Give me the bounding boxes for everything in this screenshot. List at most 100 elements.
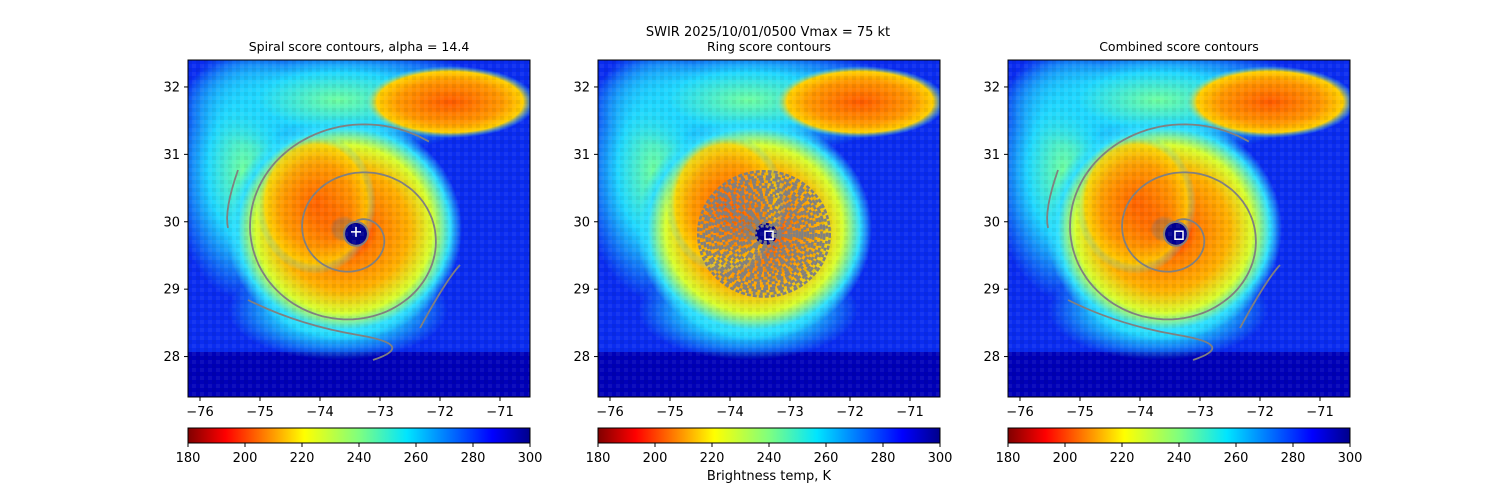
ring-contour (705, 177, 823, 290)
colorbar-tick-label: 240 (347, 451, 372, 466)
colorbar-tick-label: 180 (996, 451, 1021, 466)
colorbar-tick-label: 280 (1281, 451, 1306, 466)
colorbar-tick-label: 180 (176, 451, 201, 466)
x-tick-label: −73 (366, 405, 393, 420)
x-tick-label: −73 (1186, 405, 1213, 420)
x-tick-label: −71 (896, 405, 923, 420)
ring-contour (702, 175, 826, 293)
outer-contour (226, 169, 239, 229)
suptitle: SWIR 2025/10/01/0500 Vmax = 75 kt (646, 25, 890, 40)
y-tick-label: 30 (983, 215, 1000, 230)
x-tick-label: −72 (426, 405, 453, 420)
colorbar-tick-label: 300 (1338, 451, 1363, 466)
texture-overlay (1008, 60, 1350, 397)
x-tick-label: −76 (186, 405, 213, 420)
colorbar-tick-label: 240 (757, 451, 782, 466)
colorbar-tick-label: 200 (643, 451, 668, 466)
ring-contour (716, 188, 812, 280)
ring-contour (751, 221, 777, 246)
colorbar-tick-label: 180 (586, 451, 611, 466)
x-tick-label: −74 (716, 405, 743, 420)
colorbar-tick-label: 220 (1110, 451, 1135, 466)
y-tick-label: 32 (163, 80, 180, 95)
texture-overlay (598, 60, 940, 397)
ring-contour (726, 198, 801, 270)
outer-contour (1239, 264, 1281, 329)
x-tick-label: −71 (1306, 405, 1333, 420)
panel-2: Ring score contours −76 −75 −74 −73 −72 −71 28 2… (573, 39, 952, 484)
colorbar-tick-label: 220 (700, 451, 725, 466)
x-tick-label: −74 (306, 405, 333, 420)
panel-1: Spiral score contours, alpha = 14.4 −76 −7… (163, 39, 542, 466)
ring-contour (721, 193, 807, 275)
score-contours (1046, 123, 1281, 361)
y-tick-label: 32 (983, 80, 1000, 95)
ring-contour (735, 206, 793, 262)
ring-contour (737, 208, 791, 259)
colorbar-tick-label: 260 (404, 451, 429, 466)
x-tick-label: −76 (596, 405, 623, 420)
y-tick-label: 29 (573, 283, 590, 298)
colorbar-tick-label: 200 (233, 451, 258, 466)
y-tick-label: 30 (163, 215, 180, 230)
ring-contour (732, 203, 796, 264)
x-tick-label: −72 (836, 405, 863, 420)
colorbar-tick-label: 260 (1224, 451, 1249, 466)
x-tick-label: −75 (1066, 405, 1093, 420)
colorbar-tick-label: 260 (814, 451, 839, 466)
x-tick-label: −75 (246, 405, 273, 420)
colorbar-tick-label: 300 (518, 451, 543, 466)
colorbar-tick-label: 280 (871, 451, 896, 466)
y-tick-label: 29 (983, 283, 1000, 298)
colorbar-gradient (597, 427, 941, 444)
axes-frame (597, 59, 941, 398)
outer-contour (419, 264, 461, 329)
x-tick-label: −74 (1126, 405, 1153, 420)
y-tick-label: 28 (163, 350, 180, 365)
eye-contour (1163, 220, 1189, 247)
colorbar: 180 200 220 240 260 280 300 (176, 427, 543, 466)
colorbar-tick-label: 200 (1053, 451, 1078, 466)
colorbar-label: Brightness temp, K (707, 469, 832, 484)
x-tick-label: −76 (1006, 405, 1033, 420)
y-tick-label: 30 (573, 215, 590, 230)
ring-contour (743, 214, 785, 254)
colorbar-tick-label: 280 (461, 451, 486, 466)
y-tick-label: 28 (573, 350, 590, 365)
axes-frame (1007, 59, 1351, 398)
colorbar-tick-label: 220 (290, 451, 315, 466)
y-tick-label: 31 (573, 148, 590, 163)
outer-contour (1067, 299, 1214, 361)
ring-contour (710, 182, 818, 285)
y-tick-label: 31 (983, 148, 1000, 163)
spiral-contour (249, 123, 437, 321)
outer-contour (247, 299, 394, 361)
ring-contour (724, 195, 804, 272)
y-tick-label: 29 (163, 283, 180, 298)
brightness-temp-image (598, 60, 940, 397)
eye-contour (343, 220, 369, 247)
ring-contour (707, 180, 821, 288)
score-contours (696, 169, 832, 298)
ring-contour (740, 211, 788, 257)
ring-contour (718, 190, 810, 277)
colorbar-tick-label: 300 (928, 451, 953, 466)
ring-contour (713, 185, 815, 283)
ring-contour (696, 169, 832, 298)
colorbar-gradient (1007, 427, 1351, 444)
y-tick-label: 32 (573, 80, 590, 95)
panel-3: Combined score contours −76 −75 −74 −73 −72 −7… (983, 39, 1362, 466)
panel-title: Ring score contours (707, 39, 831, 54)
center-marker (764, 230, 774, 240)
x-tick-label: −73 (776, 405, 803, 420)
ring-contour (748, 219, 780, 249)
colorbar-tick-label: 240 (1167, 451, 1192, 466)
center-marker (351, 226, 361, 237)
colorbar: 180 200 220 240 260 280 300 (996, 427, 1363, 466)
ring-contour (699, 172, 829, 296)
x-tick-label: −72 (1246, 405, 1273, 420)
colorbar: 180 200 220 240 260 280 300 Brightness temp, K (586, 427, 953, 484)
x-tick-label: −71 (486, 405, 513, 420)
axes-frame (187, 59, 531, 398)
